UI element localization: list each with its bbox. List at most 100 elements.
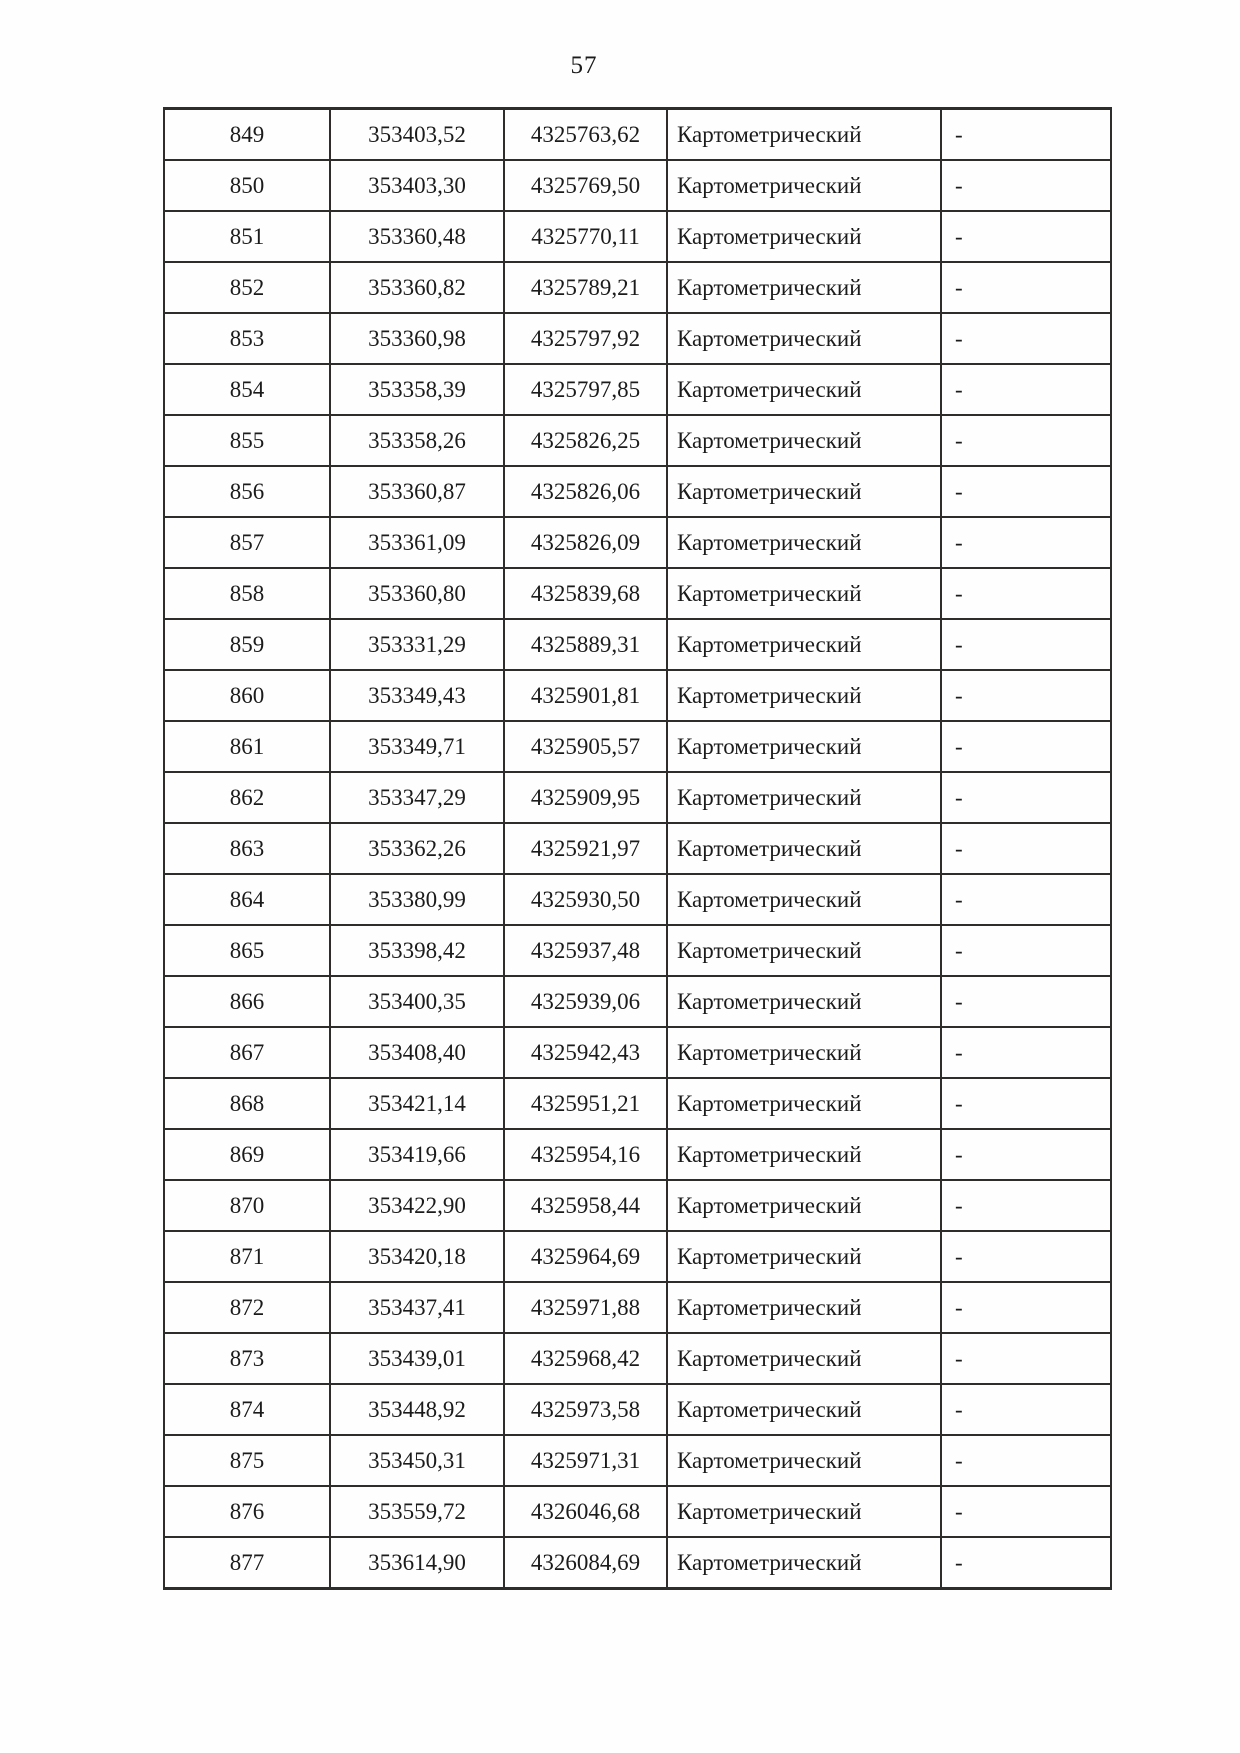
coordinate-y-cell: 4325942,43 <box>503 1026 668 1079</box>
coordinate-y-cell: 4325909,95 <box>503 771 668 824</box>
table-row: 853 353360,98 4325797,92 Картометрически… <box>163 312 1112 365</box>
method-cell: Картометрический <box>666 159 942 212</box>
method-cell: Картометрический <box>666 822 942 875</box>
note-cell: - <box>940 312 1112 365</box>
method-cell: Картометрический <box>666 1536 942 1590</box>
method-cell: Картометрический <box>666 1281 942 1334</box>
coordinate-y-cell: 4325797,92 <box>503 312 668 365</box>
note-cell: - <box>940 822 1112 875</box>
table-row: 875 353450,31 4325971,31 Картометрически… <box>163 1434 1112 1487</box>
note-cell: - <box>940 414 1112 467</box>
note-cell: - <box>940 516 1112 569</box>
point-number-cell: 865 <box>163 924 331 977</box>
coordinate-x-cell: 353450,31 <box>329 1434 505 1487</box>
point-number-cell: 871 <box>163 1230 331 1283</box>
coordinate-x-cell: 353400,35 <box>329 975 505 1028</box>
coordinate-x-cell: 353360,82 <box>329 261 505 314</box>
coordinate-y-cell: 4325930,50 <box>503 873 668 926</box>
coordinate-x-cell: 353419,66 <box>329 1128 505 1181</box>
method-cell: Картометрический <box>666 1332 942 1385</box>
method-cell: Картометрический <box>666 1026 942 1079</box>
coordinate-y-cell: 4326046,68 <box>503 1485 668 1538</box>
coordinate-x-cell: 353421,14 <box>329 1077 505 1130</box>
point-number-cell: 860 <box>163 669 331 722</box>
coordinate-y-cell: 4325889,31 <box>503 618 668 671</box>
method-cell: Картометрический <box>666 516 942 569</box>
coordinate-y-cell: 4325951,21 <box>503 1077 668 1130</box>
method-cell: Картометрический <box>666 720 942 773</box>
table-row: 858 353360,80 4325839,68 Картометрически… <box>163 567 1112 620</box>
coordinate-y-cell: 4325937,48 <box>503 924 668 977</box>
point-number-cell: 864 <box>163 873 331 926</box>
note-cell: - <box>940 771 1112 824</box>
point-number-cell: 850 <box>163 159 331 212</box>
coordinate-y-cell: 4325763,62 <box>503 107 668 161</box>
method-cell: Картометрический <box>666 1179 942 1232</box>
point-number-cell: 867 <box>163 1026 331 1079</box>
coordinate-x-cell: 353439,01 <box>329 1332 505 1385</box>
table-row: 865 353398,42 4325937,48 Картометрически… <box>163 924 1112 977</box>
note-cell: - <box>940 1536 1112 1590</box>
coordinate-x-cell: 353360,48 <box>329 210 505 263</box>
coordinate-x-cell: 353403,30 <box>329 159 505 212</box>
coordinate-x-cell: 353361,09 <box>329 516 505 569</box>
point-number-cell: 877 <box>163 1536 331 1590</box>
table-row: 849 353403,52 4325763,62 Картометрически… <box>163 107 1112 161</box>
table-row: 862 353347,29 4325909,95 Картометрически… <box>163 771 1112 824</box>
coordinate-x-cell: 353360,87 <box>329 465 505 518</box>
table-row: 850 353403,30 4325769,50 Картометрически… <box>163 159 1112 212</box>
point-number-cell: 862 <box>163 771 331 824</box>
note-cell: - <box>940 363 1112 416</box>
point-number-cell: 873 <box>163 1332 331 1385</box>
point-number-cell: 874 <box>163 1383 331 1436</box>
method-cell: Картометрический <box>666 567 942 620</box>
point-number-cell: 851 <box>163 210 331 263</box>
note-cell: - <box>940 1026 1112 1079</box>
note-cell: - <box>940 107 1112 161</box>
coordinate-y-cell: 4325769,50 <box>503 159 668 212</box>
point-number-cell: 861 <box>163 720 331 773</box>
coordinate-y-cell: 4325826,09 <box>503 516 668 569</box>
note-cell: - <box>940 567 1112 620</box>
note-cell: - <box>940 1281 1112 1334</box>
coordinate-y-cell: 4325964,69 <box>503 1230 668 1283</box>
table-row: 867 353408,40 4325942,43 Картометрически… <box>163 1026 1112 1079</box>
method-cell: Картометрический <box>666 771 942 824</box>
coordinate-y-cell: 4325901,81 <box>503 669 668 722</box>
coordinate-y-cell: 4325797,85 <box>503 363 668 416</box>
coordinate-x-cell: 353422,90 <box>329 1179 505 1232</box>
coordinate-x-cell: 353358,26 <box>329 414 505 467</box>
note-cell: - <box>940 1077 1112 1130</box>
point-number-cell: 852 <box>163 261 331 314</box>
note-cell: - <box>940 1179 1112 1232</box>
method-cell: Картометрический <box>666 363 942 416</box>
point-number-cell: 872 <box>163 1281 331 1334</box>
coordinate-x-cell: 353448,92 <box>329 1383 505 1436</box>
coordinate-x-cell: 353331,29 <box>329 618 505 671</box>
point-number-cell: 857 <box>163 516 331 569</box>
table-row: 870 353422,90 4325958,44 Картометрически… <box>163 1179 1112 1232</box>
method-cell: Картометрический <box>666 1077 942 1130</box>
coordinate-x-cell: 353403,52 <box>329 107 505 161</box>
table-row: 852 353360,82 4325789,21 Картометрически… <box>163 261 1112 314</box>
table-row: 856 353360,87 4325826,06 Картометрически… <box>163 465 1112 518</box>
table-row: 873 353439,01 4325968,42 Картометрически… <box>163 1332 1112 1385</box>
coordinate-y-cell: 4325958,44 <box>503 1179 668 1232</box>
method-cell: Картометрический <box>666 1128 942 1181</box>
table-row: 859 353331,29 4325889,31 Картометрически… <box>163 618 1112 671</box>
note-cell: - <box>940 210 1112 263</box>
table-row: 868 353421,14 4325951,21 Картометрически… <box>163 1077 1112 1130</box>
coordinate-y-cell: 4325826,06 <box>503 465 668 518</box>
table-row: 876 353559,72 4326046,68 Картометрически… <box>163 1485 1112 1538</box>
note-cell: - <box>940 465 1112 518</box>
coordinate-y-cell: 4325971,88 <box>503 1281 668 1334</box>
point-number-cell: 858 <box>163 567 331 620</box>
point-number-cell: 853 <box>163 312 331 365</box>
page-number: 57 <box>570 52 598 79</box>
point-number-cell: 854 <box>163 363 331 416</box>
point-number-cell: 866 <box>163 975 331 1028</box>
note-cell: - <box>940 975 1112 1028</box>
coordinate-x-cell: 353360,98 <box>329 312 505 365</box>
table-row: 860 353349,43 4325901,81 Картометрически… <box>163 669 1112 722</box>
